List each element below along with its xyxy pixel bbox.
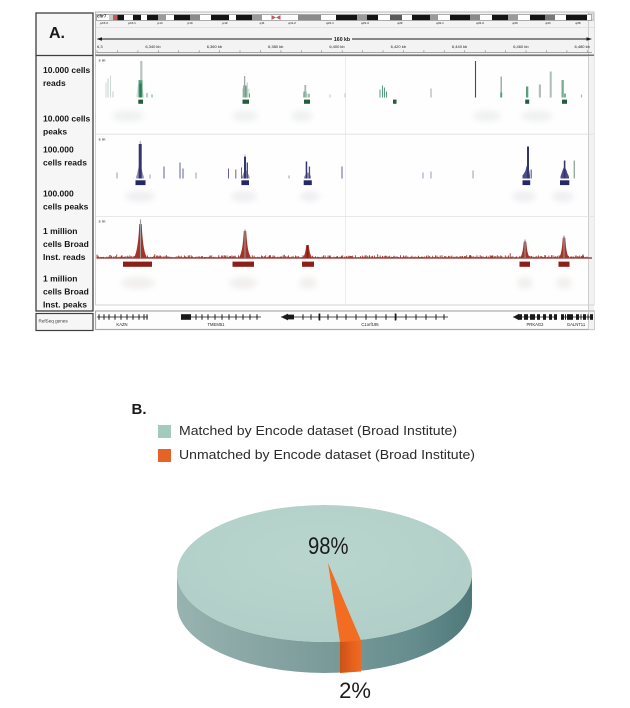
svg-text:q36: q36 (575, 21, 581, 25)
svg-text:q11: q11 (259, 21, 264, 25)
svg-text:cells reads: cells reads (43, 158, 87, 168)
svg-text:10.000 cells: 10.000 cells (43, 114, 91, 124)
svg-text:160 kb: 160 kb (334, 37, 350, 43)
svg-text:q33: q33 (512, 21, 518, 25)
svg-text:6,440 kb: 6,440 kb (452, 44, 468, 49)
svg-text:p15.3: p15.3 (100, 21, 108, 25)
svg-text:p12: p12 (222, 21, 228, 25)
svg-text:chr7: chr7 (97, 14, 107, 19)
svg-text:RefSeq genes: RefSeq genes (39, 319, 69, 324)
svg-text:2%: 2% (339, 678, 371, 703)
svg-text:Unmatched by Encode dataset (B: Unmatched by Encode dataset (Broad Insti… (179, 447, 475, 462)
svg-text:s m: s m (99, 58, 106, 63)
svg-text:6,400 kb: 6,400 kb (329, 44, 345, 49)
svg-text:p14: p14 (157, 21, 163, 25)
svg-text:6,420 kb: 6,420 kb (391, 44, 407, 49)
svg-text:6,3: 6,3 (97, 44, 103, 49)
svg-text:cells Broad: cells Broad (43, 239, 89, 249)
svg-text:100.000: 100.000 (43, 145, 74, 155)
svg-text:KAZN: KAZN (116, 322, 127, 327)
svg-text:p13: p13 (187, 21, 193, 25)
svg-text:100.000: 100.000 (43, 189, 74, 199)
svg-text:6,360 kb: 6,360 kb (207, 44, 223, 49)
svg-text:q11.2: q11.2 (288, 21, 296, 25)
svg-text:6,340 kb: 6,340 kb (145, 44, 161, 49)
svg-text:6,380 kb: 6,380 kb (268, 44, 284, 49)
svg-text:6,460 kb: 6,460 kb (513, 44, 529, 49)
svg-text:1 million: 1 million (43, 226, 77, 236)
svg-text:TMEM51: TMEM51 (208, 322, 226, 327)
svg-text:98%: 98% (308, 533, 349, 560)
svg-text:1 million: 1 million (43, 274, 77, 284)
svg-text:q31.3: q31.3 (476, 21, 484, 25)
svg-text:s m: s m (99, 137, 106, 142)
svg-text:peaks: peaks (43, 127, 67, 137)
svg-text:6,480 kb: 6,480 kb (575, 44, 591, 49)
svg-text:q31.1: q31.1 (436, 21, 444, 25)
svg-text:q22: q22 (397, 21, 403, 25)
svg-text:Inst. peaks: Inst. peaks (43, 300, 87, 310)
svg-text:C1orf195: C1orf195 (361, 322, 379, 327)
svg-text:q21.1: q21.1 (326, 21, 334, 25)
svg-text:cells Broad: cells Broad (43, 287, 89, 297)
svg-text:10.000 cells: 10.000 cells (43, 65, 91, 75)
svg-text:A.: A. (49, 25, 65, 42)
svg-text:Inst. reads: Inst. reads (43, 252, 86, 262)
svg-text:PRKAG2: PRKAG2 (527, 322, 545, 327)
svg-text:GALNT11: GALNT11 (567, 322, 586, 327)
svg-text:p15.1: p15.1 (128, 21, 136, 25)
svg-text:cells peaks: cells peaks (43, 202, 89, 212)
svg-text:q34: q34 (545, 21, 551, 25)
svg-text:q21.3: q21.3 (361, 21, 369, 25)
svg-text:s m: s m (99, 219, 106, 224)
svg-text:Matched by Encode dataset (Bro: Matched by Encode dataset (Broad Institu… (179, 423, 457, 438)
svg-text:B.: B. (132, 401, 147, 418)
svg-text:reads: reads (43, 78, 66, 88)
